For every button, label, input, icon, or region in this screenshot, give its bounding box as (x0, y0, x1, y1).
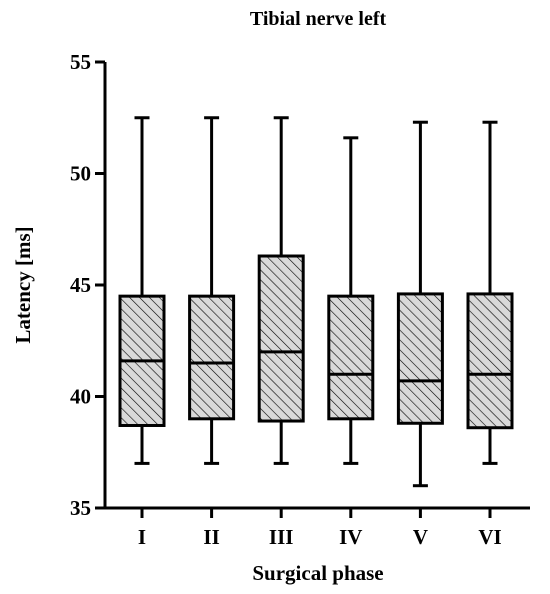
chart-title: Tibial nerve left (250, 8, 387, 30)
box-III (257, 116, 305, 465)
box-V (396, 120, 444, 488)
iqr-box (257, 254, 305, 423)
iqr-box (327, 294, 375, 421)
y-tick-label: 35 (70, 496, 91, 520)
x-ticks: I II III IV V VI (138, 508, 502, 549)
x-tick-label: I (138, 525, 146, 549)
x-tick-label: VI (478, 525, 501, 549)
box-IV (327, 136, 375, 465)
y-axis-label: Latency [ms] (11, 226, 35, 343)
x-tick-label: II (203, 525, 219, 549)
y-tick-label: 55 (70, 50, 91, 74)
iqr-box (396, 292, 444, 425)
y-tick-label: 50 (70, 162, 91, 186)
y-tick-label: 45 (70, 273, 91, 297)
y-tick-label: 40 (70, 385, 91, 409)
box-VI (466, 120, 514, 465)
x-tick-label: V (413, 525, 428, 549)
iqr-box (188, 294, 236, 421)
x-tick-label: IV (339, 525, 362, 549)
x-tick-label: III (269, 525, 294, 549)
box-I (118, 116, 166, 465)
box-II (188, 116, 236, 465)
y-ticks: 35 40 45 50 55 (70, 50, 105, 520)
boxes (118, 116, 514, 488)
x-axis-label: Surgical phase (252, 561, 383, 585)
iqr-box (466, 292, 514, 430)
